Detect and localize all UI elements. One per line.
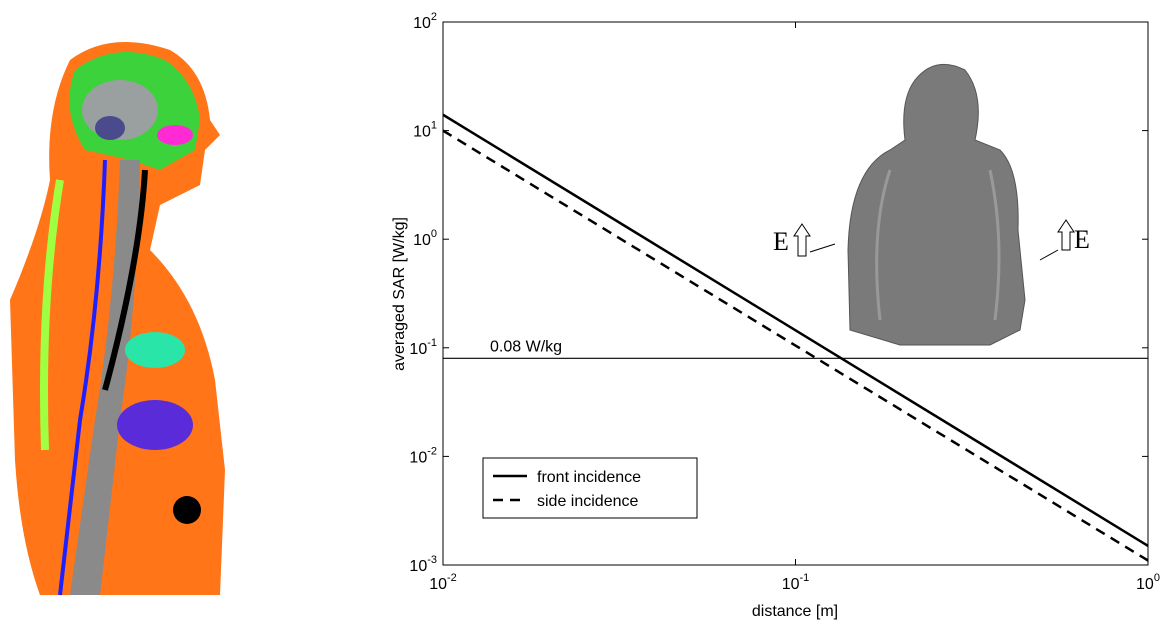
x-tick-label-exponent: 0 (1154, 572, 1160, 584)
y-tick-label-base: 10 (409, 449, 427, 466)
y-tick-label-base: 10 (409, 558, 427, 575)
y-tick-label-base: 10 (413, 232, 431, 249)
y-tick-label: 10-3 (409, 554, 437, 575)
legend-label: side incidence (537, 493, 639, 510)
y-tick-label: 10-1 (409, 337, 437, 358)
y-tick-label-base: 10 (413, 124, 431, 141)
x-tick-label-base: 10 (1136, 576, 1154, 593)
y-tick-label-exponent: 0 (431, 228, 437, 240)
anatomy-illustration (10, 42, 225, 595)
x-tick-label-exponent: -1 (800, 572, 810, 584)
y-tick-label-exponent: -2 (427, 445, 437, 457)
y-axis-label: averaged SAR [W/kg] (391, 217, 408, 371)
y-tick-label: 101 (413, 120, 437, 141)
x-tick-label: 10-2 (429, 572, 457, 593)
y-tick-label-base: 10 (409, 341, 427, 358)
y-tick-label-exponent: -3 (427, 554, 437, 566)
x-axis-label: distance [m] (752, 603, 838, 620)
figure: E E distance [m] averaged SAR [W/kg] 10-… (0, 0, 1163, 624)
y-tick-label-base: 10 (413, 15, 431, 32)
torso-illustration: E E (773, 64, 1090, 345)
y-tick-label: 10-2 (409, 445, 437, 466)
reference-label: 0.08 W/kg (490, 338, 562, 355)
y-tick-label: 100 (413, 228, 437, 249)
y-tick-label-exponent: 1 (431, 120, 437, 132)
y-tick-label-exponent: 2 (431, 11, 437, 23)
x-tick-label-base: 10 (429, 576, 447, 593)
x-tick-label-base: 10 (782, 576, 800, 593)
y-tick-label: 102 (413, 11, 437, 32)
x-tick-label: 10-1 (782, 572, 810, 593)
y-tick-label-exponent: -1 (427, 337, 437, 349)
x-tick-label-exponent: -2 (447, 572, 457, 584)
legend-label: front incidence (537, 469, 641, 486)
x-tick-label: 100 (1136, 572, 1160, 593)
annotation: E (773, 227, 789, 256)
annotation: E (1074, 225, 1090, 254)
